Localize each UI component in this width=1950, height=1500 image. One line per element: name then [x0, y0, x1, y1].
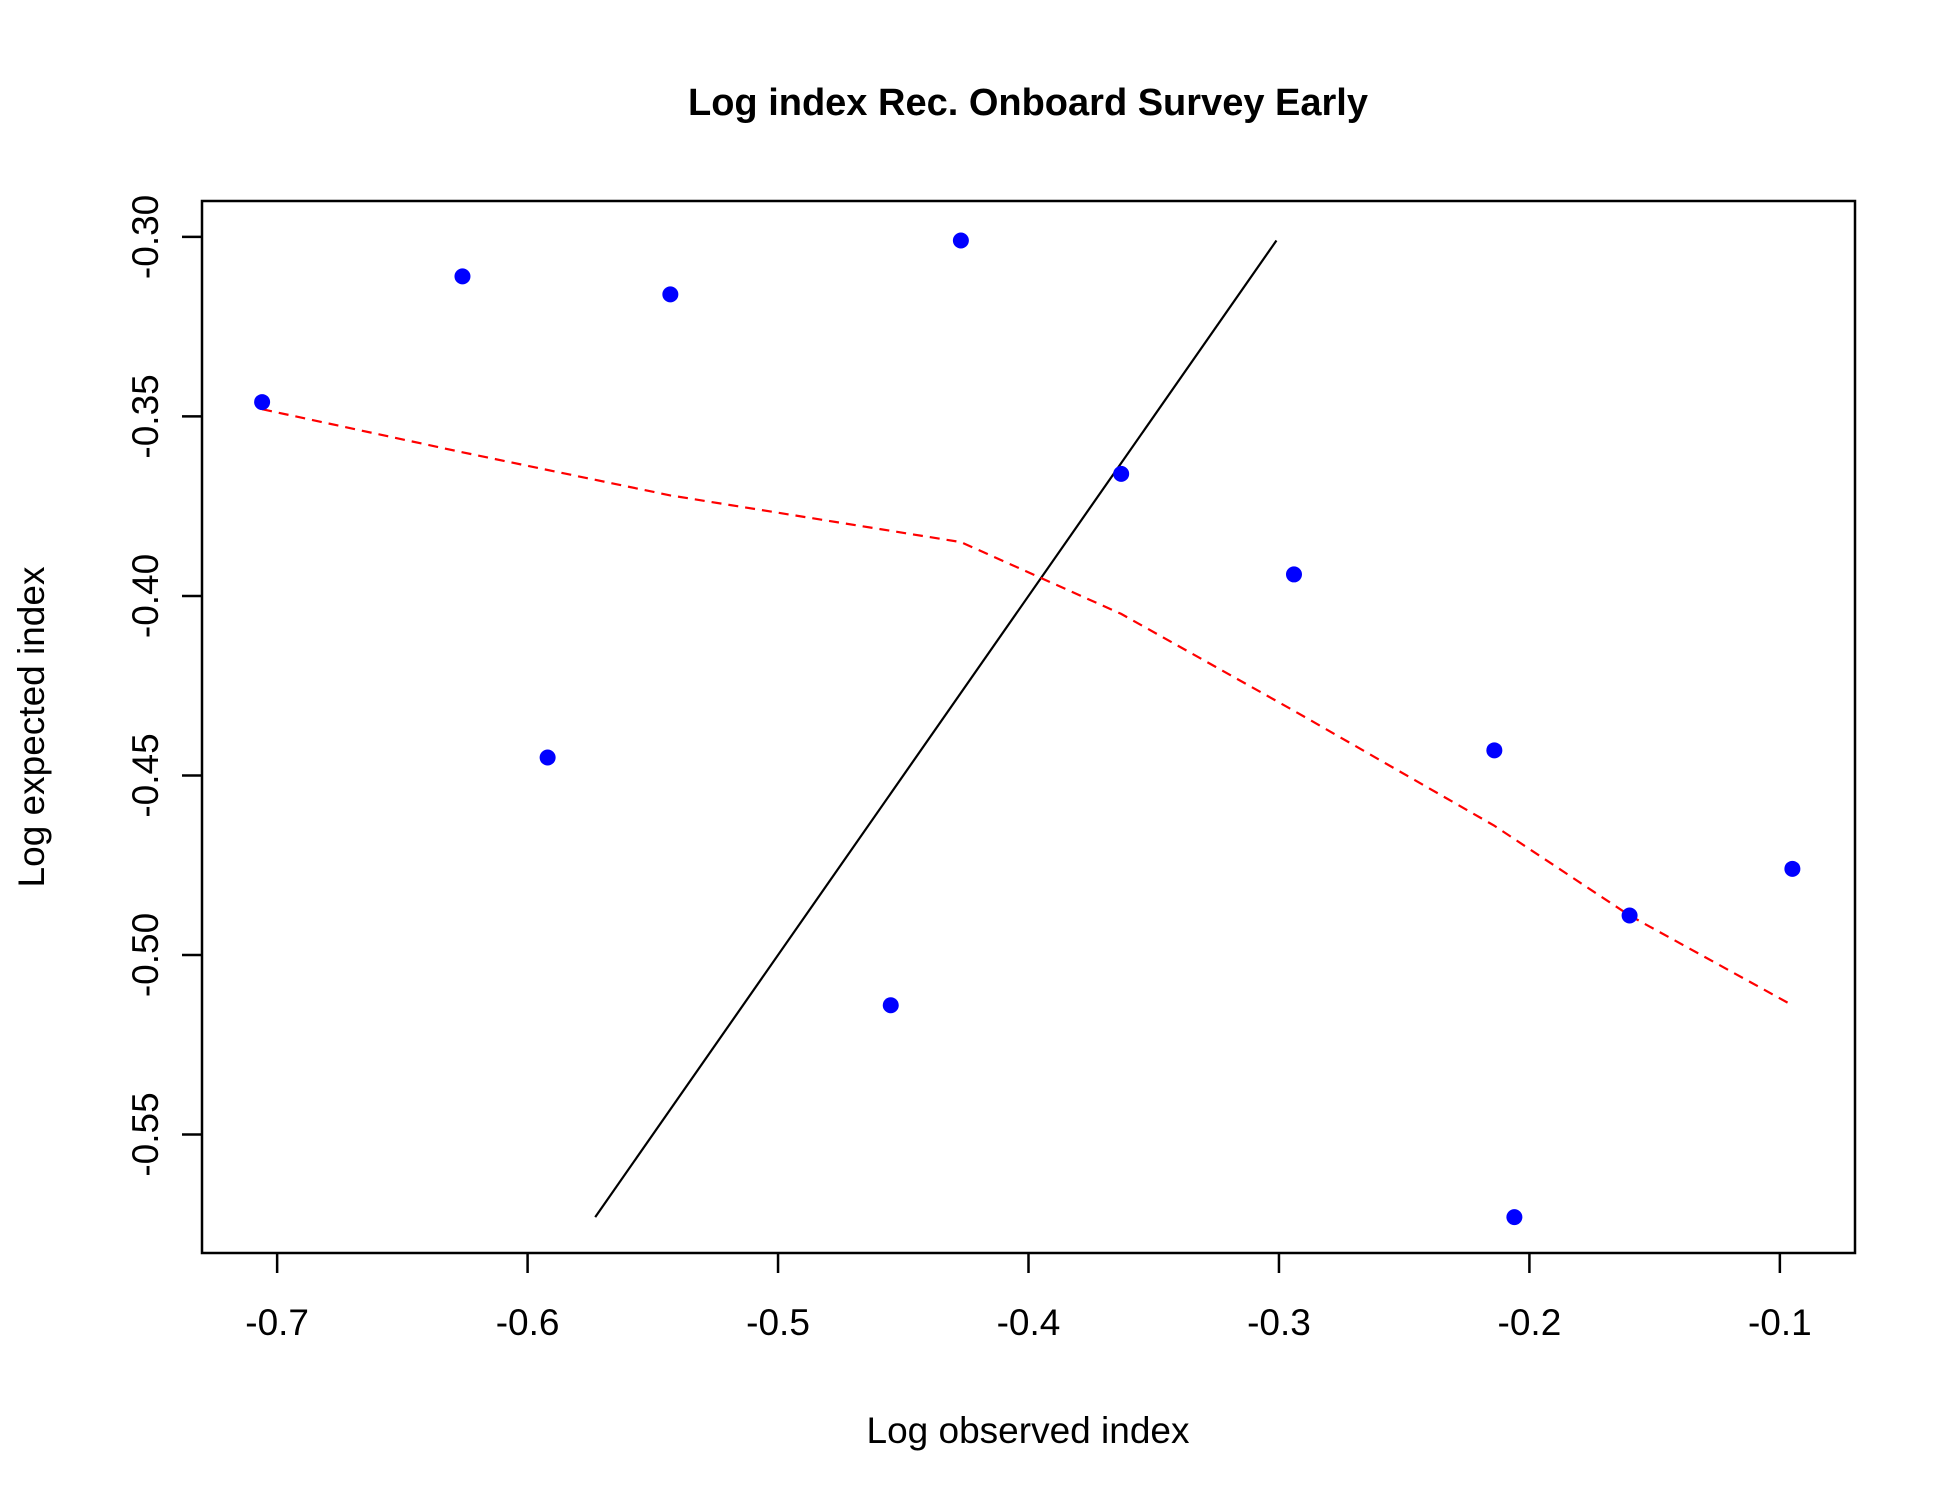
identity-line	[594, 239, 1278, 1218]
y-tick-label: -0.40	[125, 554, 166, 638]
data-point	[1285, 566, 1302, 583]
smooth-line	[261, 408, 1793, 1007]
plot-area	[254, 232, 1801, 1226]
data-point	[952, 232, 969, 249]
x-tick-label: -0.6	[496, 1302, 560, 1343]
y-axis-label: Log expected index	[11, 566, 52, 887]
data-point	[1621, 907, 1638, 924]
data-point	[1506, 1209, 1523, 1226]
data-point	[1486, 742, 1503, 759]
x-tick-label: -0.4	[997, 1302, 1061, 1343]
y-tick-label: -0.35	[125, 374, 166, 458]
data-point	[662, 286, 679, 303]
data-point	[454, 268, 471, 285]
data-point	[254, 394, 271, 411]
y-tick-label: -0.45	[125, 733, 166, 817]
x-axis-label: Log observed index	[867, 1410, 1190, 1451]
x-tick-label: -0.2	[1498, 1302, 1562, 1343]
y-tick-label: -0.55	[125, 1092, 166, 1176]
chart-title: Log index Rec. Onboard Survey Early	[688, 82, 1368, 124]
y-tick-label: -0.30	[125, 195, 166, 279]
x-tick-label: -0.3	[1247, 1302, 1311, 1343]
data-point	[882, 997, 899, 1014]
plot-frame	[200, 199, 1857, 1255]
x-tick-label: -0.1	[1748, 1302, 1812, 1343]
data-point	[1784, 860, 1801, 877]
data-point	[539, 749, 556, 766]
x-tick-label: -0.7	[245, 1302, 309, 1343]
y-tick-label: -0.50	[125, 913, 166, 997]
x-tick-label: -0.5	[746, 1302, 810, 1343]
data-point	[1113, 465, 1130, 482]
